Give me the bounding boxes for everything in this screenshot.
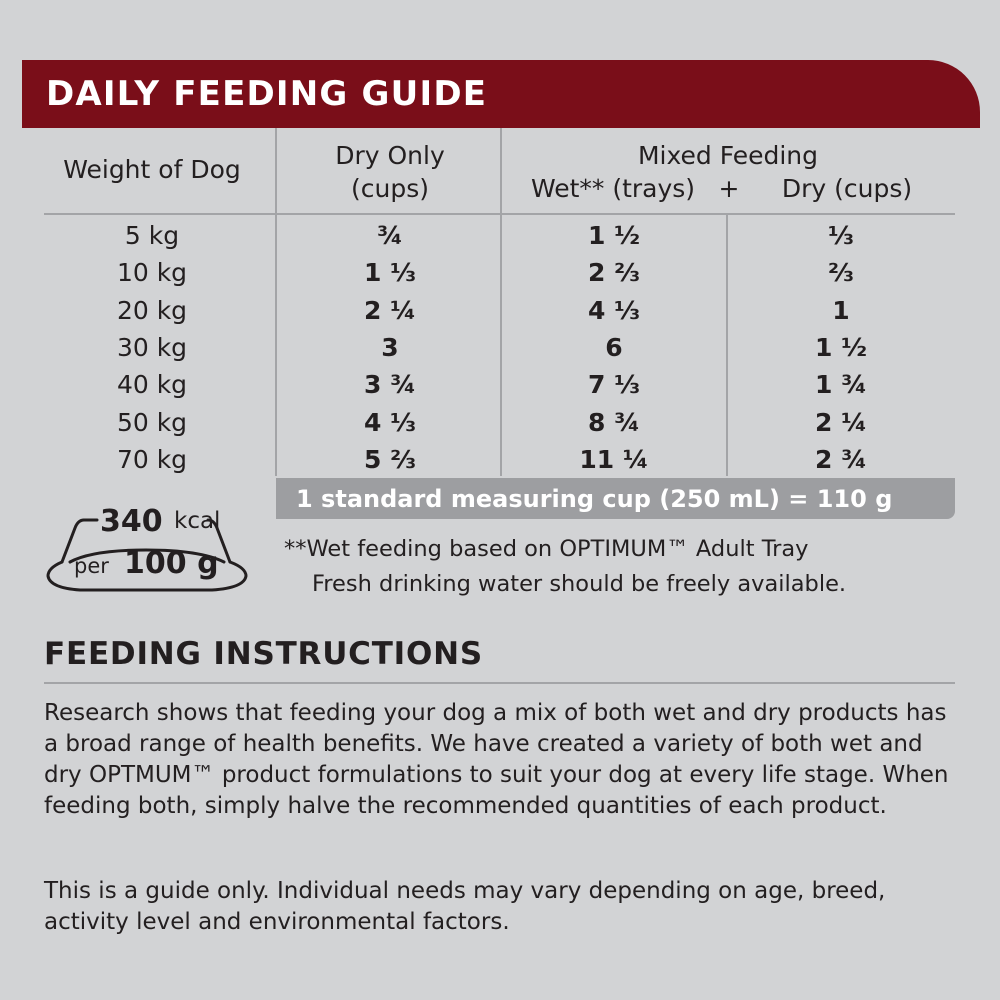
feeding-guide-banner: DAILY FEEDING GUIDE <box>22 60 980 128</box>
cell-mixed-dry: 2 ¾ <box>815 444 867 474</box>
instructions-paragraph-2: This is a guide only. Individual needs m… <box>44 878 886 935</box>
header-mixed: Mixed Feeding <box>637 141 819 170</box>
header-weight: Weight of Dog <box>63 155 241 184</box>
instructions-paragraph-1: Research shows that feeding your dog a m… <box>44 700 949 819</box>
cell-dry-only: 2 ¼ <box>364 295 416 325</box>
energy-unit: kcal <box>174 508 221 534</box>
cell-weight: 70 kg <box>116 444 188 474</box>
cell-weight: 50 kg <box>116 407 188 437</box>
cell-wet-trays: 8 ¾ <box>588 407 640 437</box>
cell-wet-trays: 1 ½ <box>588 221 640 250</box>
cell-dry-only: 5 ⅔ <box>364 444 416 474</box>
cup-measure-text: 1 standard measuring cup (250 mL) = 110 … <box>296 485 893 513</box>
cell-dry-only: 3 ¾ <box>364 370 416 400</box>
cell-dry-only: 4 ⅓ <box>364 407 416 437</box>
bowl-icon <box>46 518 248 592</box>
header-plus: + <box>718 174 740 203</box>
header-rule <box>44 213 955 215</box>
column-divider-2 <box>500 128 502 476</box>
instructions-title: FEEDING INSTRUCTIONS <box>44 636 484 672</box>
cell-mixed-dry: 1 ¾ <box>815 370 867 400</box>
cell-mixed-dry: 1 ½ <box>815 332 867 362</box>
cell-weight: 10 kg <box>116 258 188 288</box>
feeding-guide-title: DAILY FEEDING GUIDE <box>46 74 488 114</box>
header-mixed-dry: Dry (cups) <box>781 174 913 203</box>
cell-wet-trays: 7 ⅓ <box>588 370 640 400</box>
cell-weight: 20 kg <box>116 295 188 325</box>
header-dry-line1: Dry Only <box>335 141 445 170</box>
cell-wet-trays: 6 <box>605 332 623 362</box>
instructions-rule <box>44 682 955 684</box>
cell-wet-trays: 11 ¼ <box>579 444 649 474</box>
water-footnote: Fresh drinking water should be freely av… <box>312 571 847 597</box>
cell-wet-trays: 2 ⅔ <box>588 258 640 288</box>
cell-mixed-dry: 2 ¼ <box>815 407 867 437</box>
wet-feeding-footnote: **Wet feeding based on OPTIMUM™ Adult Tr… <box>284 536 809 562</box>
cell-weight: 30 kg <box>116 332 188 362</box>
energy-per: per <box>74 554 109 578</box>
energy-value: 340 <box>100 504 163 539</box>
cell-wet-trays: 4 ⅓ <box>588 295 640 325</box>
header-wet: Wet** (trays) <box>530 174 696 203</box>
energy-badge: 340 kcal per 100 g <box>40 500 252 595</box>
cell-dry-only: 1 ⅓ <box>364 258 416 288</box>
cup-measure-note: 1 standard measuring cup (250 mL) = 110 … <box>276 478 955 519</box>
cell-mixed-dry: ⅔ <box>828 258 854 288</box>
cell-dry-only: ¾ <box>377 221 403 250</box>
column-divider-3 <box>726 214 728 476</box>
energy-amount: 100 g <box>124 546 219 581</box>
cell-weight: 40 kg <box>116 370 188 400</box>
header-dry-line2: (cups) <box>351 174 429 203</box>
cell-weight: 5 kg <box>124 221 180 250</box>
cell-mixed-dry: ⅓ <box>828 221 854 250</box>
column-divider-1 <box>275 128 277 476</box>
cell-mixed-dry: 1 <box>832 295 850 325</box>
cell-dry-only: 3 <box>381 332 399 362</box>
